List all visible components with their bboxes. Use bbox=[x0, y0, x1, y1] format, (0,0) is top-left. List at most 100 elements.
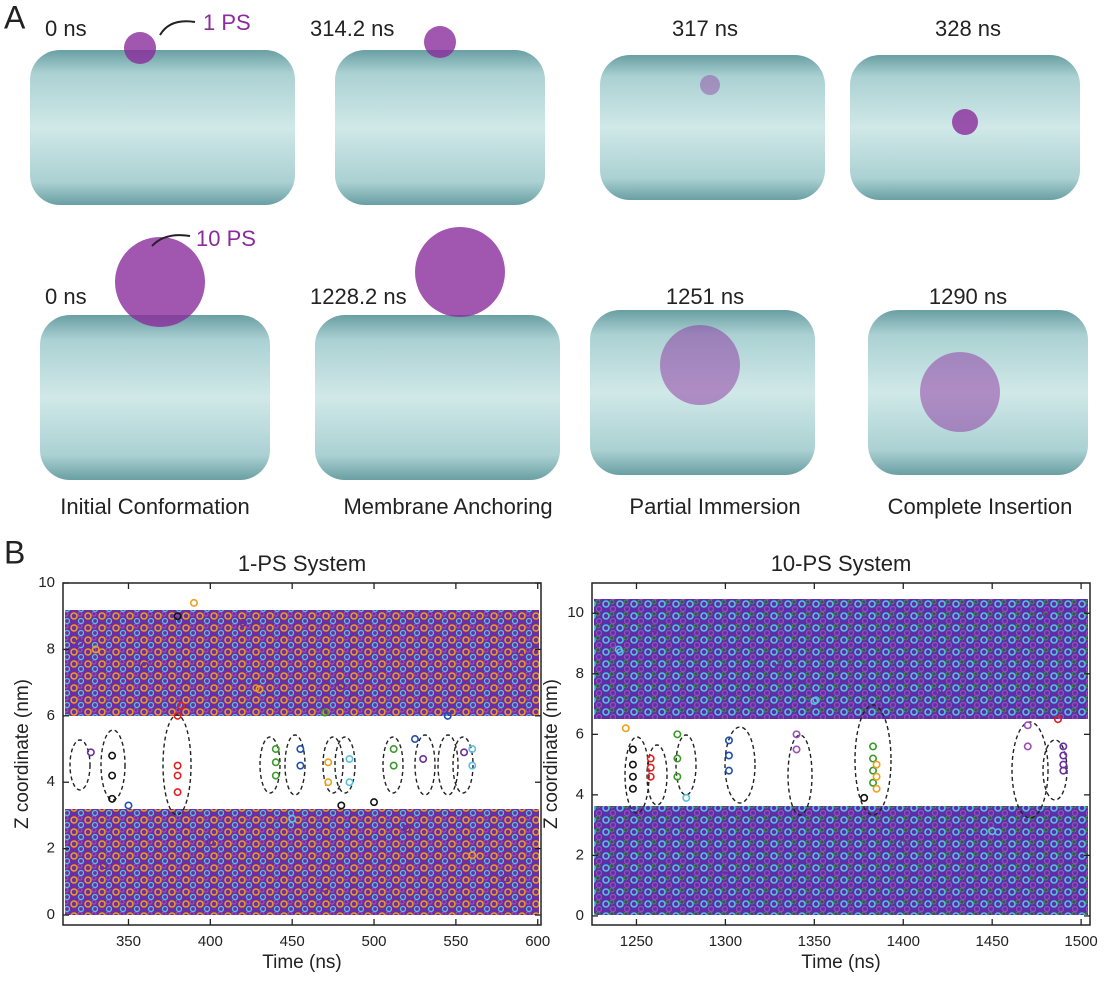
data-point bbox=[500, 874, 509, 883]
data-point bbox=[869, 778, 878, 787]
x-tick-label: 500 bbox=[362, 933, 387, 950]
data-point bbox=[1023, 721, 1032, 730]
data-point bbox=[345, 754, 354, 763]
data-point bbox=[419, 754, 428, 763]
data-point bbox=[621, 724, 630, 733]
data-point bbox=[108, 771, 117, 780]
stage-label: Partial Immersion bbox=[629, 494, 800, 519]
data-point bbox=[682, 793, 691, 802]
data-point bbox=[271, 771, 280, 780]
data-point bbox=[108, 794, 117, 803]
data-point bbox=[673, 730, 682, 739]
data-point bbox=[337, 801, 346, 810]
data-point bbox=[646, 763, 655, 772]
data-point bbox=[650, 624, 659, 633]
chart-title: 10-PS System bbox=[771, 551, 912, 576]
data-point bbox=[410, 735, 419, 744]
x-tick-label: 450 bbox=[280, 933, 305, 950]
data-point bbox=[628, 745, 637, 754]
x-tick-label: 1350 bbox=[798, 933, 831, 950]
data-point bbox=[810, 697, 819, 706]
data-point bbox=[468, 745, 477, 754]
data-point bbox=[460, 748, 469, 757]
data-point bbox=[628, 784, 637, 793]
data-point bbox=[108, 751, 117, 760]
ps-molecules bbox=[115, 26, 1000, 432]
y-tick-label: 4 bbox=[576, 786, 584, 803]
data-point bbox=[614, 645, 623, 654]
data-point bbox=[869, 766, 878, 775]
data-point bbox=[468, 851, 477, 860]
data-point bbox=[99, 861, 108, 870]
data-point bbox=[721, 866, 730, 875]
data-point bbox=[324, 778, 333, 787]
data-point bbox=[792, 745, 801, 754]
data-point bbox=[320, 884, 329, 893]
data-point bbox=[173, 711, 182, 720]
y-tick-label: 0 bbox=[47, 906, 55, 923]
y-axis-label: Z coordinate (nm) bbox=[541, 679, 562, 829]
x-tick-label: 1300 bbox=[709, 933, 742, 950]
stage-label: Complete Insertion bbox=[888, 494, 1073, 519]
y-tick-label: 8 bbox=[47, 640, 55, 657]
data-point bbox=[271, 745, 280, 754]
x-tick-label: 350 bbox=[116, 933, 141, 950]
data-point bbox=[1053, 715, 1062, 724]
plot-frame bbox=[591, 582, 1091, 926]
data-point bbox=[646, 772, 655, 781]
data-point bbox=[1041, 609, 1050, 618]
stage-label: Membrane Anchoring bbox=[343, 494, 552, 519]
data-point bbox=[774, 663, 783, 672]
data-point bbox=[724, 736, 733, 745]
chart-title: 1-PS System bbox=[238, 551, 366, 576]
data-point bbox=[869, 742, 878, 751]
frame-time: 314.2 ns bbox=[310, 16, 394, 41]
data-point bbox=[869, 754, 878, 763]
y-tick-label: 0 bbox=[576, 907, 584, 924]
data-point bbox=[176, 701, 185, 710]
frame-time: 1251 ns bbox=[666, 284, 744, 309]
data-point bbox=[86, 748, 95, 757]
x-tick-label: 1500 bbox=[1064, 933, 1097, 950]
highlight-ellipses bbox=[69, 704, 1068, 819]
data-point bbox=[337, 681, 346, 690]
data-point bbox=[140, 662, 149, 671]
x-tick-label: 400 bbox=[198, 933, 223, 950]
y-tick-label: 2 bbox=[576, 846, 584, 863]
data-point bbox=[628, 760, 637, 769]
density-bands bbox=[65, 599, 1088, 915]
frame-time: 328 ns bbox=[935, 16, 1001, 41]
data-point bbox=[628, 772, 637, 781]
data-point bbox=[189, 598, 198, 607]
y-tick-label: 6 bbox=[576, 725, 584, 742]
arrows bbox=[151, 20, 196, 247]
data-point bbox=[792, 730, 801, 739]
data-point bbox=[872, 772, 881, 781]
frame-time: 1290 ns bbox=[929, 284, 1007, 309]
data-point bbox=[1059, 751, 1068, 760]
y-tick-label: 8 bbox=[576, 665, 584, 682]
data-point bbox=[345, 778, 354, 787]
y-tick-label: 2 bbox=[47, 840, 55, 857]
plot-frame bbox=[62, 582, 542, 926]
data-point bbox=[370, 798, 379, 807]
data-point bbox=[1023, 742, 1032, 751]
data-point bbox=[173, 612, 182, 621]
data-point bbox=[1059, 766, 1068, 775]
ps-annotation: 10 PS bbox=[196, 226, 256, 251]
data-point bbox=[1059, 742, 1068, 751]
data-point bbox=[255, 685, 264, 694]
x-tick-label: 1450 bbox=[975, 933, 1008, 950]
frame-time: 317 ns bbox=[672, 16, 738, 41]
data-point bbox=[988, 827, 997, 836]
data-point bbox=[673, 772, 682, 781]
panel-label: A bbox=[4, 0, 26, 35]
data-point bbox=[75, 638, 84, 647]
frame-time: 1228.2 ns bbox=[310, 284, 407, 309]
data-point bbox=[402, 824, 411, 833]
x-tick-label: 550 bbox=[443, 933, 468, 950]
data-point bbox=[673, 754, 682, 763]
data-point bbox=[899, 839, 908, 848]
y-tick-label: 10 bbox=[567, 604, 584, 621]
